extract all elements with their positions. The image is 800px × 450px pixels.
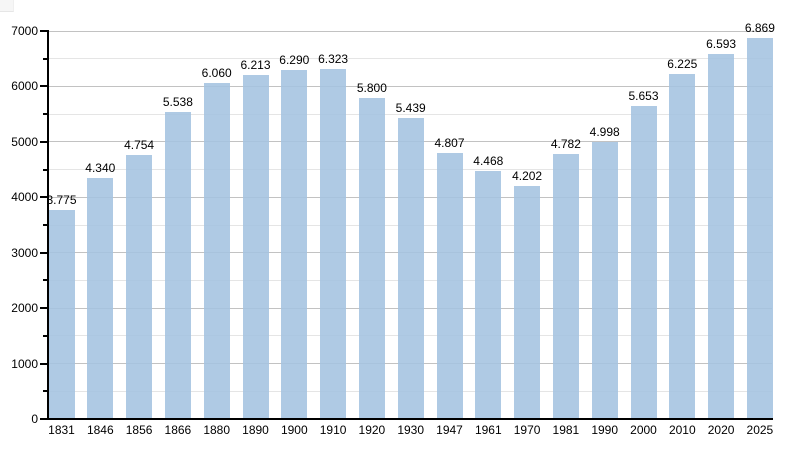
- x-tick-label: 1831: [48, 423, 75, 437]
- y-tick-label: 7000: [11, 24, 38, 38]
- y-tick-label: 3000: [11, 245, 38, 260]
- bar-value-label: 4.998: [589, 124, 620, 139]
- bar-value-label: 4.340: [85, 161, 116, 176]
- minor-gridline: [48, 113, 772, 115]
- x-tick-label: 1846: [86, 423, 114, 437]
- bar: [126, 155, 153, 419]
- minor-gridline: [48, 58, 772, 60]
- y-axis-major-tick: [40, 251, 48, 254]
- x-tick-label: 1856: [125, 423, 153, 437]
- bar: [669, 73, 696, 419]
- bar: [708, 53, 735, 419]
- major-gridline: [48, 85, 772, 87]
- x-axis-line: [46, 418, 773, 420]
- x-tick-label: 1930: [397, 423, 425, 437]
- bar-value-label: 4.807: [434, 135, 465, 150]
- x-tick-label: 1981: [552, 423, 580, 437]
- x-tick-label: 2000: [630, 423, 657, 437]
- x-tick-label: 1990: [591, 423, 619, 437]
- bar: [552, 153, 579, 419]
- x-tick-label: 1900: [280, 423, 308, 437]
- y-tick-label: 1000: [11, 356, 38, 371]
- major-gridline: [48, 30, 772, 32]
- y-tick-label: 0: [31, 412, 38, 426]
- y-axis-major-tick: [40, 362, 48, 365]
- x-tick-label: 1920: [358, 423, 386, 437]
- bar: [746, 38, 773, 419]
- bar-value-label: 5.538: [162, 95, 193, 110]
- bar-value-label: 5.439: [395, 100, 426, 115]
- y-axis-minor-tick: [43, 57, 48, 60]
- bar: [436, 152, 463, 419]
- bar: [281, 70, 308, 419]
- x-tick-label: 2010: [668, 423, 696, 437]
- y-axis-minor-tick: [43, 113, 48, 116]
- bar-value-label: 3.775: [46, 192, 77, 207]
- bar: [320, 68, 347, 419]
- x-tick-label: 1866: [164, 423, 192, 437]
- bar: [475, 171, 502, 419]
- y-axis-minor-tick: [43, 390, 48, 393]
- bar-value-label: 4.202: [512, 169, 543, 184]
- bar-value-label: 6.060: [201, 66, 232, 81]
- x-tick-label: 1880: [203, 423, 231, 437]
- y-axis-major-tick: [40, 140, 48, 143]
- y-axis-minor-tick: [43, 334, 48, 337]
- bar-value-label: 4.754: [124, 138, 155, 153]
- bar: [630, 105, 657, 419]
- bar-value-label: 6.869: [744, 21, 775, 36]
- bar-value-label: 4.782: [550, 136, 581, 151]
- bar: [358, 97, 385, 419]
- bar: [87, 178, 114, 419]
- bar: [48, 209, 75, 419]
- y-axis-major-tick: [40, 30, 48, 32]
- y-tick-label: 5000: [11, 134, 38, 149]
- y-axis-minor-tick: [43, 168, 48, 171]
- y-tick-label: 2000: [11, 301, 38, 316]
- bar-value-label: 6.290: [279, 53, 310, 68]
- bar: [203, 83, 230, 419]
- bar-value-label: 6.225: [667, 56, 698, 71]
- bar: [164, 112, 191, 419]
- y-axis-minor-tick: [43, 279, 48, 282]
- x-tick-label: 1970: [513, 423, 541, 437]
- corner-artifact: [0, 0, 14, 12]
- bar-value-label: 6.323: [318, 51, 349, 66]
- x-tick-label: 1961: [474, 423, 502, 437]
- y-axis-major-tick: [40, 196, 48, 199]
- y-axis-major-tick: [40, 418, 48, 420]
- bar-value-label: 4.468: [473, 154, 504, 169]
- bar-value-label: 5.653: [628, 88, 659, 103]
- bar: [397, 117, 424, 419]
- y-axis-minor-tick: [43, 224, 48, 226]
- y-axis-major-tick: [40, 307, 48, 310]
- x-tick-label: 1947: [436, 423, 463, 437]
- x-tick-label: 1890: [242, 423, 269, 437]
- bar: [591, 141, 618, 419]
- y-axis-major-tick: [40, 85, 48, 88]
- y-tick-label: 4000: [11, 190, 38, 205]
- bar: [242, 74, 269, 419]
- bar-value-label: 5.800: [356, 80, 387, 95]
- x-tick-label: 2025: [746, 423, 774, 437]
- bar-value-label: 6.593: [706, 36, 737, 51]
- y-tick-label: 6000: [11, 79, 38, 94]
- x-tick-label: 1910: [319, 423, 347, 437]
- x-tick-label: 2020: [707, 423, 735, 437]
- bar-value-label: 6.213: [240, 57, 271, 72]
- bar: [514, 186, 541, 419]
